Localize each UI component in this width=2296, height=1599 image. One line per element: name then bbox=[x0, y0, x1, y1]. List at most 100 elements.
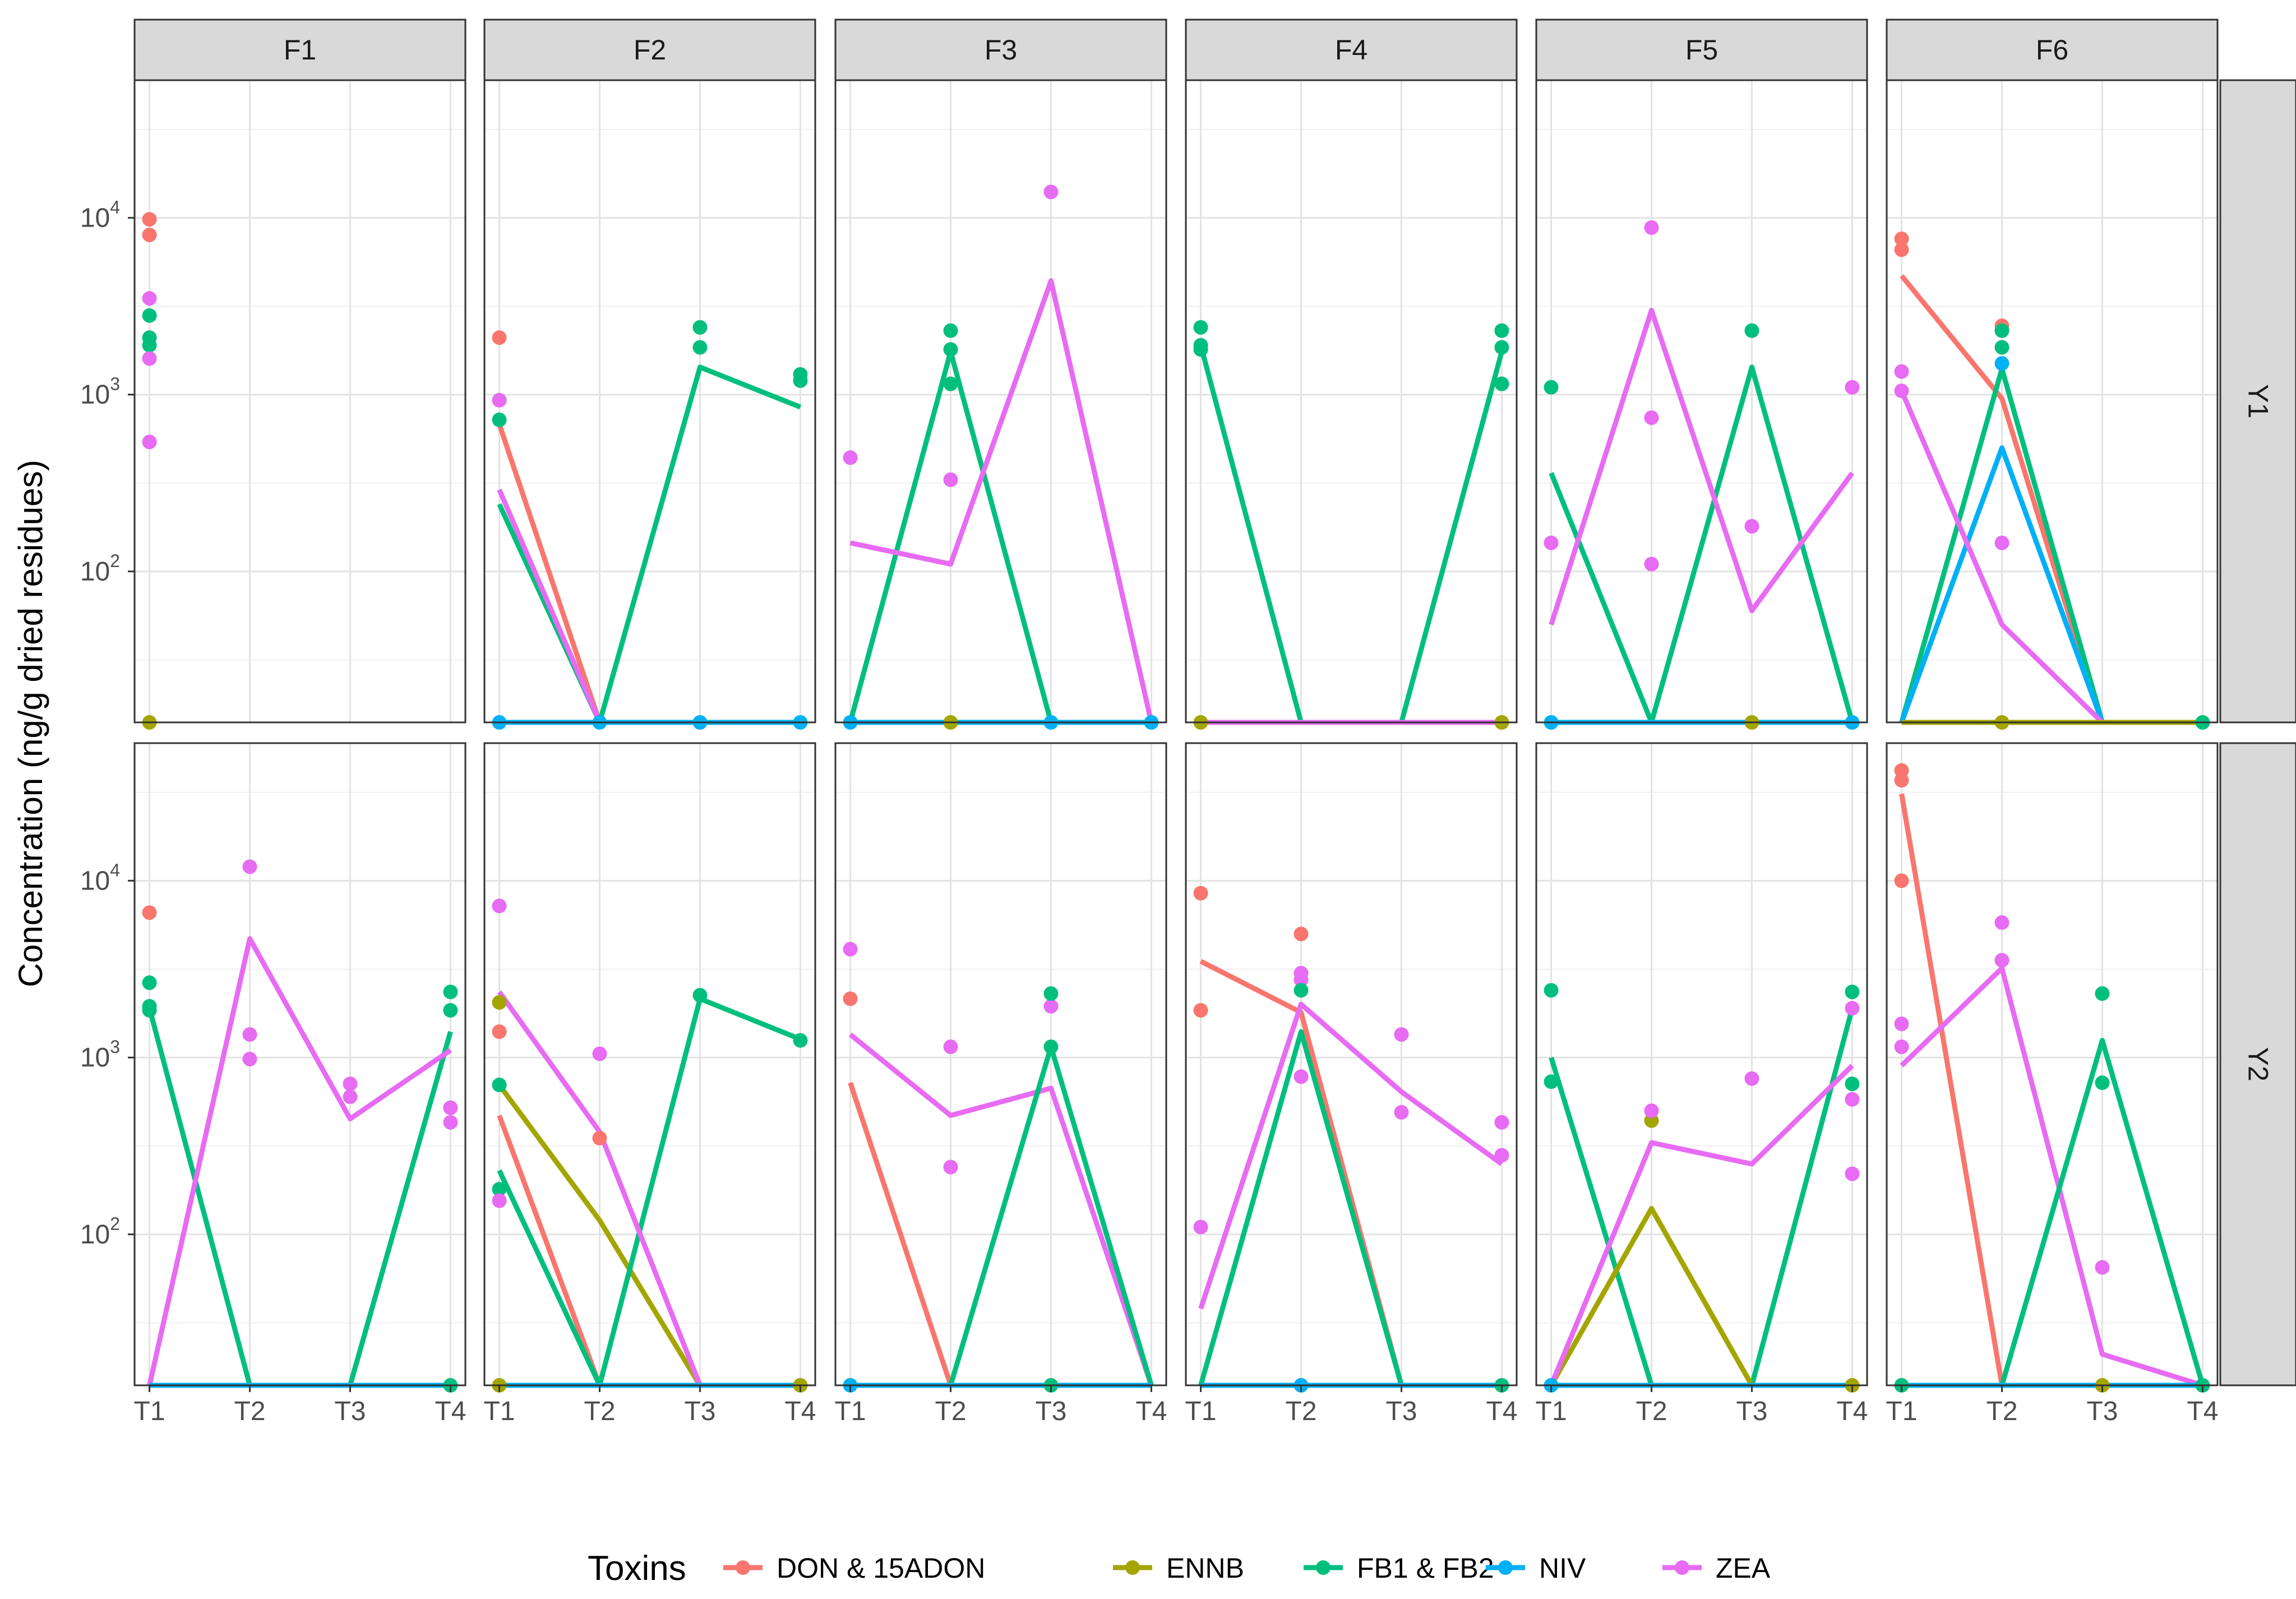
series-line-ZEA bbox=[1198, 1002, 1504, 1310]
point-ENNB-1-0 bbox=[492, 995, 507, 1010]
point-DON-1-0 bbox=[492, 1024, 507, 1039]
row-label-Y2: Y2 bbox=[2243, 1047, 2274, 1081]
panel-F5-Y2 bbox=[1535, 742, 1868, 1393]
panel-F6-Y2 bbox=[1886, 742, 2219, 1393]
legend-title: Toxins bbox=[588, 1549, 686, 1588]
x-tick-label-T3: T3 bbox=[684, 1397, 715, 1426]
point-FB-4-3 bbox=[443, 984, 458, 999]
point-ZEA-3-4 bbox=[2095, 1260, 2110, 1275]
series-line-DON bbox=[497, 423, 602, 724]
legend-label-NIV: NIV bbox=[1539, 1552, 1586, 1584]
point-ZEA-3-1 bbox=[1744, 1071, 1759, 1086]
point-DON-1-1 bbox=[1894, 242, 1909, 257]
panel-background bbox=[484, 80, 815, 722]
panel-border bbox=[1185, 79, 1518, 724]
legend-point-FB bbox=[1316, 1560, 1331, 1575]
point-DON-1-0 bbox=[142, 905, 157, 920]
legend-label-DON: DON & 15ADON bbox=[777, 1552, 985, 1584]
point-FB-3-1 bbox=[692, 320, 708, 335]
panel-border bbox=[483, 742, 816, 1386]
y-tick-label-2: 102 bbox=[80, 551, 120, 587]
point-FB-3-2 bbox=[2095, 1075, 2110, 1090]
y-tick-label-2: 102 bbox=[80, 1214, 120, 1250]
point-FB-3-1 bbox=[2095, 986, 2110, 1001]
point-ZEA-1-1 bbox=[1894, 1039, 1909, 1054]
point-FB-1-0 bbox=[1193, 320, 1208, 335]
panel-border bbox=[1535, 79, 1868, 724]
point-ZEA-4-5 bbox=[1845, 380, 1860, 395]
panel-border bbox=[483, 79, 816, 724]
point-ZEA-1-0 bbox=[843, 942, 858, 957]
point-DON-1-0 bbox=[843, 991, 858, 1006]
point-FB-2-0 bbox=[1994, 323, 2009, 338]
point-FB-1-0 bbox=[142, 975, 157, 990]
facet-label-F2: F2 bbox=[634, 34, 666, 66]
x-tick-label-T1: T1 bbox=[1185, 1397, 1217, 1426]
point-ZEA-2-1 bbox=[943, 472, 958, 487]
x-tick-label-T3: T3 bbox=[1385, 1397, 1417, 1426]
point-FB-1-1 bbox=[1544, 1074, 1559, 1089]
panel-border bbox=[133, 742, 466, 1386]
legend-label-ENNB: ENNB bbox=[1166, 1552, 1244, 1584]
gridlines bbox=[1887, 743, 2218, 1385]
row-strip-Y2 bbox=[2219, 742, 2296, 1386]
point-FB-4-3 bbox=[1494, 323, 1509, 338]
point-FB-1-0 bbox=[142, 308, 157, 323]
point-DON-1-0 bbox=[1894, 231, 1909, 246]
point-ZEA-4-7 bbox=[1494, 1148, 1509, 1163]
gridlines bbox=[484, 743, 815, 1385]
legend-label-FB: FB1 & FB2 bbox=[1357, 1552, 1494, 1584]
point-ZEA-2-2 bbox=[1994, 915, 2009, 930]
legend-item-DON: DON & 15ADON bbox=[723, 1552, 985, 1584]
panel-background bbox=[1887, 743, 2218, 1385]
gridlines bbox=[135, 80, 465, 722]
point-ZEA-4-4 bbox=[1845, 1166, 1860, 1181]
x-tick-label-T3: T3 bbox=[1035, 1397, 1066, 1426]
x-tick-label-T1: T1 bbox=[835, 1397, 866, 1426]
point-ZEA-1-0 bbox=[142, 291, 157, 306]
point-FB-3-1 bbox=[1043, 1039, 1059, 1054]
x-tick-label-T2: T2 bbox=[584, 1397, 616, 1426]
facet-strip-F1 bbox=[133, 19, 466, 81]
point-ZEA-2-1 bbox=[1644, 220, 1659, 235]
x-tick-label-T4: T4 bbox=[784, 1397, 816, 1426]
x-tick-label-T4: T4 bbox=[1486, 1397, 1517, 1426]
point-FB-4-4 bbox=[443, 1003, 458, 1018]
series-line-ZEA bbox=[1900, 965, 2203, 1388]
point-ZEA-1-0 bbox=[1894, 364, 1909, 379]
point-FB-1-0 bbox=[1544, 380, 1559, 395]
point-ZEA-1-1 bbox=[1894, 383, 1909, 398]
panel-border bbox=[1185, 742, 1518, 1386]
series-line-ZEA bbox=[1549, 307, 1855, 626]
gridlines bbox=[1186, 80, 1517, 722]
point-DON-1-0 bbox=[1193, 886, 1208, 901]
panel-F4-Y2 bbox=[1185, 742, 1518, 1393]
point-FB-3-0 bbox=[1043, 986, 1059, 1001]
x-tick-label-T1: T1 bbox=[484, 1397, 515, 1426]
point-ZEA-2-2 bbox=[1293, 973, 1309, 988]
point-FB-1-0 bbox=[1544, 983, 1559, 998]
point-ZEA-3-3 bbox=[1043, 999, 1059, 1014]
legend-item-FB: FB1 & FB2 bbox=[1304, 1552, 1494, 1584]
point-FB-1-2 bbox=[1193, 342, 1208, 357]
point-ZEA-1-1 bbox=[142, 351, 157, 366]
panel-border bbox=[834, 79, 1167, 724]
point-FB-2-2 bbox=[943, 376, 958, 391]
point-ZEA-1-1 bbox=[492, 1193, 507, 1208]
point-FB-3-1 bbox=[1744, 323, 1759, 338]
panel-background bbox=[1536, 80, 1867, 722]
point-FB-4-3 bbox=[1845, 1076, 1860, 1091]
panel-F1-Y2 bbox=[133, 742, 466, 1393]
point-FB-1-2 bbox=[142, 1003, 157, 1018]
point-DON-1-1 bbox=[1193, 1003, 1208, 1018]
facet-strip-F2 bbox=[483, 19, 816, 81]
legend-item-ENNB: ENNB bbox=[1113, 1552, 1244, 1584]
y-tick-label-3: 103 bbox=[80, 374, 120, 410]
series-line-ZEA bbox=[147, 936, 452, 1386]
series-line-DON bbox=[497, 1114, 602, 1386]
point-ZEA-2-2 bbox=[242, 1052, 257, 1067]
point-FB-4-2 bbox=[1845, 984, 1860, 999]
panel-border bbox=[1886, 742, 2219, 1386]
x-tick-label-T1: T1 bbox=[134, 1397, 165, 1426]
